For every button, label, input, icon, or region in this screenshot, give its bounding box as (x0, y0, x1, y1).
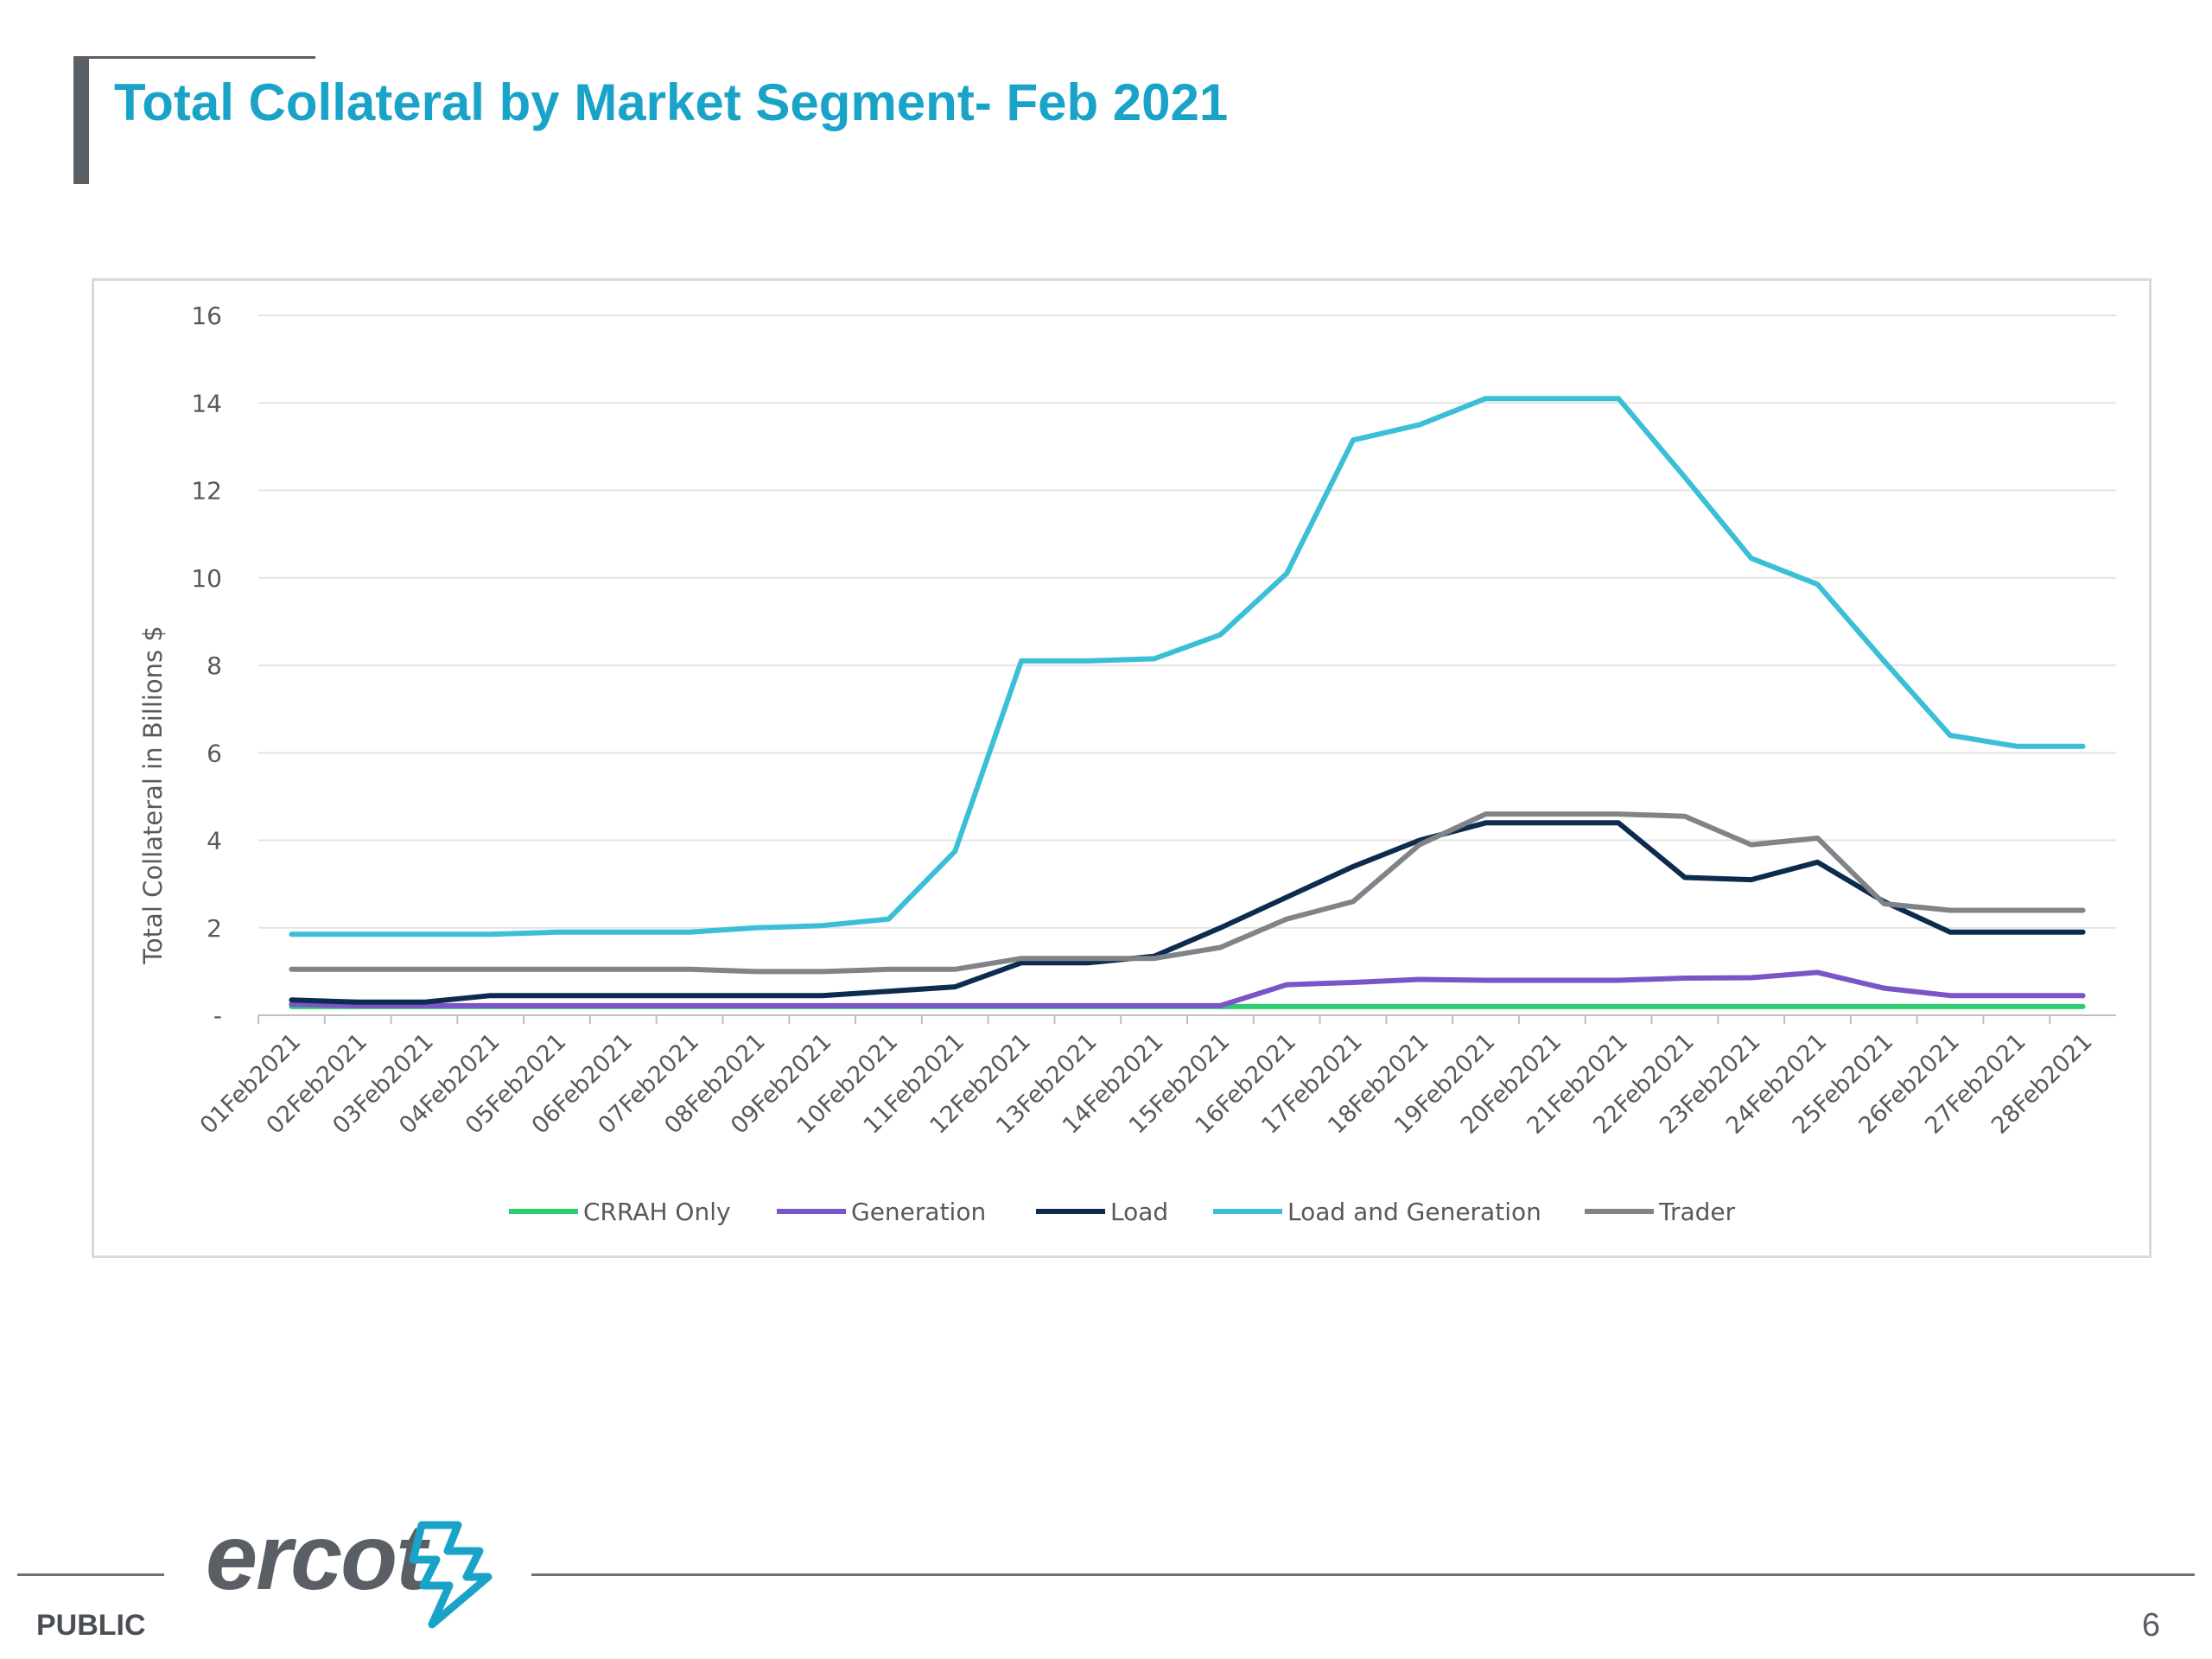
y-tick-label: 10 (191, 564, 222, 593)
series-line-generation (289, 969, 2086, 1008)
title-accent-bar (73, 56, 89, 184)
footer-divider-left (17, 1573, 164, 1576)
series-line-trader (289, 811, 2086, 975)
title-accent-rule (73, 56, 315, 59)
legend-label: CRRAH Only (583, 1198, 731, 1226)
legend-label: Load and Generation (1287, 1198, 1541, 1226)
y-tick-label: 8 (207, 652, 222, 680)
gridlines (258, 315, 2116, 1016)
legend-label: Generation (851, 1198, 986, 1226)
y-tick-label: - (213, 1001, 222, 1030)
y-axis-label: Total Collateral in Billions $ (138, 626, 168, 965)
legend-label: Trader (1658, 1198, 1736, 1226)
y-tick-label: 4 (207, 827, 222, 855)
y-tick-label: 16 (191, 302, 222, 330)
series-lines (289, 396, 2086, 1009)
legend: CRRAH Only Generation Load Load and Generat… (509, 1198, 1736, 1226)
chart-frame: -2 4 6 8 10 12 14 16 01Feb2021 02Feb2021 03Feb2021… (92, 278, 2152, 1258)
public-label: PUBLIC (36, 1609, 146, 1642)
y-tick-label: 2 (207, 914, 222, 943)
page-number: 6 (2141, 1607, 2160, 1643)
line-chart: -24681012141601Feb202102Feb202103Feb2021… (138, 302, 2116, 1226)
series-line-load (289, 820, 2086, 1005)
slide-title: Total Collateral by Market Segment- Feb … (114, 73, 1229, 131)
legend-label: Load (1110, 1198, 1168, 1226)
y-tick-label: 6 (207, 739, 222, 767)
y-tick-label: 12 (191, 477, 222, 505)
ercot-logo-text: ercot (206, 1504, 427, 1609)
ercot-logo-icon (409, 1521, 493, 1629)
y-tick-label: 14 (191, 389, 222, 417)
series-line-load-and-generation (289, 396, 2086, 938)
axes: -24681012141601Feb202102Feb202103Feb2021… (191, 302, 2097, 1140)
footer-divider-right (531, 1573, 2195, 1576)
